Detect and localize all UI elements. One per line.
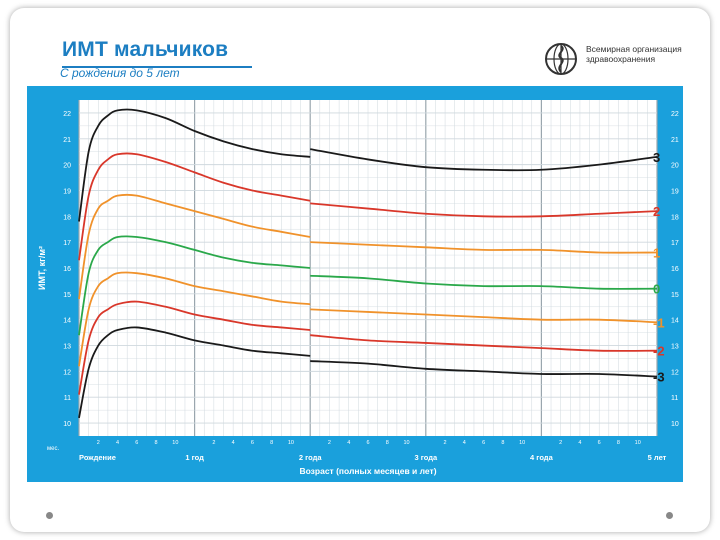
- series-line-0: [78, 235, 311, 336]
- who-emblem-icon: [545, 43, 577, 75]
- x-month-tick-label: 8: [386, 440, 389, 446]
- y-tick-label-right: 22: [671, 111, 679, 118]
- slide-bullet-right: [666, 512, 673, 519]
- series-label-0: 0: [653, 282, 660, 297]
- y-tick-label-right: 17: [671, 240, 679, 247]
- y-tick-label-right: 21: [671, 137, 679, 144]
- y-tick-label-right: 12: [671, 369, 679, 376]
- x-month-tick-label: 2: [212, 440, 215, 446]
- x-year-label: 3 года: [414, 453, 438, 462]
- series-label--1: -1: [653, 315, 665, 330]
- y-tick-label-left: 12: [63, 369, 71, 376]
- x-month-tick-label: 8: [617, 440, 620, 446]
- y-tick-label-right: 20: [671, 163, 679, 170]
- x-month-tick-label: 10: [403, 440, 409, 446]
- x-month-tick-label: 6: [135, 440, 138, 446]
- y-tick-label-right: 18: [671, 214, 679, 221]
- x-year-label: 4 года: [530, 453, 554, 462]
- slide-bullet-left: [46, 512, 53, 519]
- series-line-3: [78, 108, 311, 222]
- x-year-label: Рождение: [79, 453, 116, 462]
- chart-title: ИМТ мальчиков: [62, 38, 229, 61]
- x-month-tick-label: 2: [444, 440, 447, 446]
- y-tick-label-left: 20: [63, 163, 71, 170]
- x-month-tick-label: 10: [519, 440, 525, 446]
- series-label-1: 1: [653, 245, 660, 260]
- x-month-tick-label: 2: [328, 440, 331, 446]
- y-tick-label-left: 13: [63, 344, 71, 351]
- series-line-2: [78, 152, 311, 261]
- series-label--3: -3: [653, 370, 665, 385]
- x-month-tick-label: 2: [559, 440, 562, 446]
- y-tick-label-left: 14: [63, 318, 71, 325]
- y-tick-label-right: 13: [671, 344, 679, 351]
- x-month-tick-label: 10: [172, 440, 178, 446]
- x-month-tick-label: 6: [482, 440, 485, 446]
- x-year-label: 5 лет: [648, 453, 667, 462]
- series-line-2: [310, 202, 658, 218]
- x-month-tick-label: 6: [366, 440, 369, 446]
- series-label-3: 3: [653, 150, 660, 165]
- y-tick-label-right: 19: [671, 188, 679, 195]
- series-line-0: [310, 274, 658, 290]
- x-month-tick-label: 8: [501, 440, 504, 446]
- x-year-label: 2 года: [299, 453, 323, 462]
- y-tick-label-left: 19: [63, 188, 71, 195]
- x-month-tick-label: 4: [347, 440, 350, 446]
- series-line--1: [78, 271, 311, 367]
- y-tick-label-left: 10: [63, 421, 71, 428]
- y-tick-label-left: 17: [63, 240, 71, 247]
- series-line-1: [78, 193, 311, 300]
- chart-header: ИМТ мальчиков С рождения до 5 лет Всемир…: [24, 36, 688, 88]
- y-tick-label-left: 22: [63, 111, 71, 118]
- x-month-tick-label: 8: [155, 440, 158, 446]
- series-line--3: [78, 326, 311, 419]
- series-line--2: [78, 300, 311, 395]
- x-month-tick-label: 8: [270, 440, 273, 446]
- series-line--1: [310, 308, 658, 324]
- series-label--2: -2: [653, 344, 665, 359]
- x-month-tick-label: 10: [635, 440, 641, 446]
- x-unit-label: мес.: [47, 446, 59, 452]
- chart-subtitle: С рождения до 5 лет: [60, 66, 180, 80]
- x-month-tick-label: 4: [578, 440, 581, 446]
- x-month-tick-label: 2: [97, 440, 100, 446]
- y-tick-label-right: 15: [671, 292, 679, 299]
- x-month-tick-label: 6: [251, 440, 254, 446]
- x-axis-label: Возраст (полных месяцев и лет): [299, 466, 436, 476]
- title-underline: [62, 66, 252, 68]
- who-org-name: Всемирная организация здравоохранения: [586, 44, 682, 64]
- grid: [78, 100, 658, 436]
- x-month-tick-label: 4: [463, 440, 466, 446]
- series-line--3: [310, 360, 658, 378]
- y-axis-label: ИМТ, кг/м²: [37, 246, 47, 290]
- series-label-2: 2: [653, 204, 660, 219]
- x-month-tick-label: 4: [232, 440, 235, 446]
- y-tick-label-left: 18: [63, 214, 71, 221]
- series-line-1: [310, 241, 658, 254]
- y-tick-label-right: 16: [671, 266, 679, 273]
- series-line--2: [310, 334, 658, 352]
- x-month-tick-label: 6: [598, 440, 601, 446]
- labels: 3 2 1 0 -1 -2 -3: [653, 150, 665, 385]
- series-line-3: [310, 148, 658, 172]
- y-tick-label-right: 14: [671, 318, 679, 325]
- x-month-tick-label: 4: [116, 440, 119, 446]
- x-month-tick-label: 10: [288, 440, 294, 446]
- y-tick-label-left: 15: [63, 292, 71, 299]
- y-tick-label-right: 11: [671, 395, 678, 402]
- y-tick-label-left: 16: [63, 266, 71, 273]
- y-tick-label-right: 10: [671, 421, 679, 428]
- x-year-label: 1 год: [185, 453, 204, 462]
- y-tick-label-left: 21: [63, 137, 71, 144]
- y-tick-label-left: 11: [64, 395, 71, 402]
- curves: [78, 108, 658, 419]
